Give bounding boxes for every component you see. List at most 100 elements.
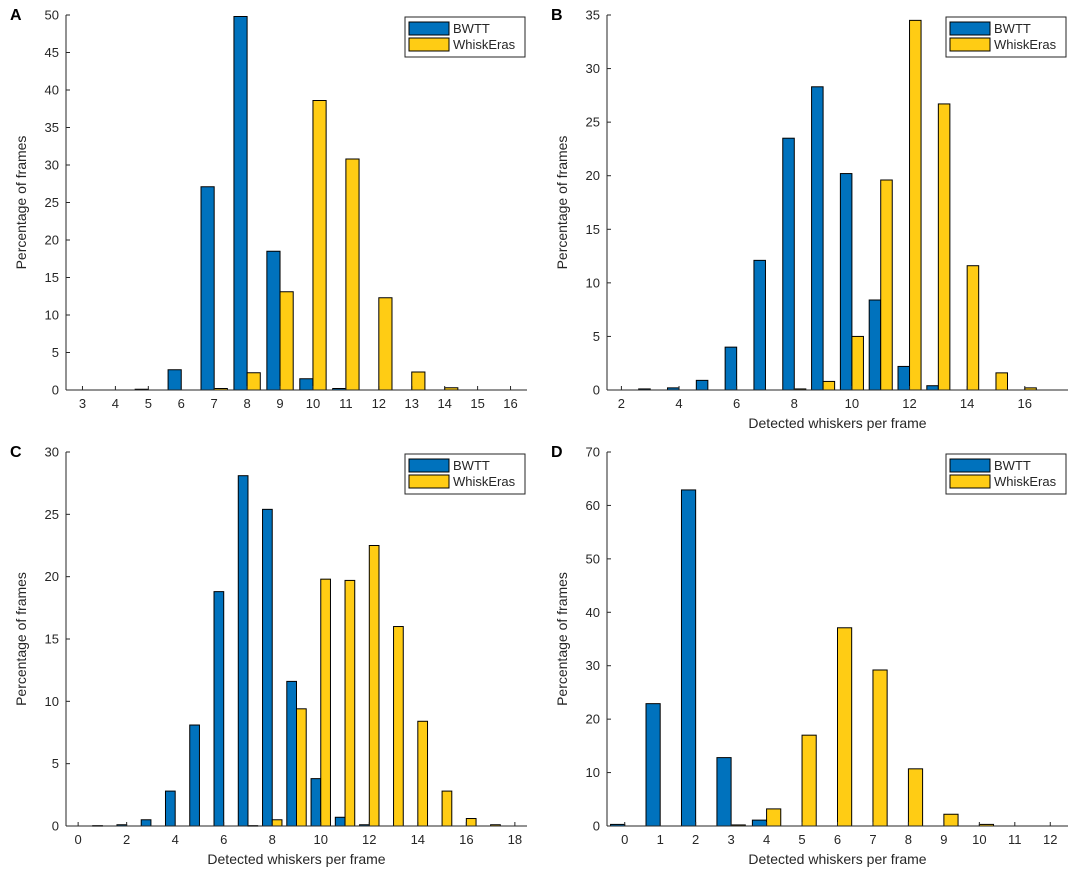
legend-swatch-whiskeras-b xyxy=(949,37,991,52)
bar-whiskeras-c-11 xyxy=(344,579,356,827)
y-tick-label-a-15: 15 xyxy=(45,270,59,285)
bar-bwtt-a-9 xyxy=(266,250,281,391)
bar-bwtt-c-3 xyxy=(140,819,152,827)
bar-bwtt-a-7 xyxy=(200,186,215,391)
y-axis-label-c: Percentage of frames xyxy=(13,572,29,706)
x-tick-label-d-3: 3 xyxy=(727,832,734,847)
bar-whiskeras-a-11 xyxy=(345,158,360,391)
bar-whiskeras-c-14 xyxy=(417,720,429,827)
bar-bwtt-c-6 xyxy=(213,591,225,827)
x-tick-label-d-10: 10 xyxy=(972,832,986,847)
y-tick-label-b-10: 10 xyxy=(586,275,600,290)
legend-label-whiskeras-b: WhiskEras xyxy=(994,37,1057,52)
y-tick-label-c-10: 10 xyxy=(45,694,59,709)
bar-whiskeras-c-13 xyxy=(393,626,404,827)
x-tick-label-c-18: 18 xyxy=(508,832,522,847)
x-tick-label-d-1: 1 xyxy=(657,832,664,847)
bar-bwtt-b-12 xyxy=(897,365,911,391)
y-tick-label-a-35: 35 xyxy=(45,120,59,135)
bar-bwtt-c-7 xyxy=(237,475,249,827)
bar-whiskeras-c-9 xyxy=(296,708,307,827)
chart-panel-b: B 2 4 6 8 10 12 14 16 0 5 10 15 20 25 30 35 Detected whis… xyxy=(551,7,1068,431)
y-tick-label-a-30: 30 xyxy=(45,158,59,173)
bar-whiskeras-c-15 xyxy=(441,790,453,827)
bar-whiskeras-b-13 xyxy=(937,103,951,391)
bar-whiskeras-b-9 xyxy=(822,380,836,391)
x-tick-label-a-14: 14 xyxy=(437,396,451,411)
y-tick-label-c-5: 5 xyxy=(52,756,59,771)
y-tick-label-c-0: 0 xyxy=(52,819,59,834)
panel-label-c: C xyxy=(10,444,22,461)
x-tick-label-a-6: 6 xyxy=(178,396,185,411)
y-tick-label-d-50: 50 xyxy=(586,551,600,566)
x-tick-label-a-12: 12 xyxy=(372,396,386,411)
x-tick-label-a-4: 4 xyxy=(112,396,119,411)
legend-swatch-bwtt-b xyxy=(949,21,991,36)
x-tick-label-a-3: 3 xyxy=(79,396,86,411)
x-tick-label-c-12: 12 xyxy=(362,832,376,847)
x-tick-label-c-4: 4 xyxy=(172,832,179,847)
legend-label-bwtt-d: BWTT xyxy=(994,458,1031,473)
x-tick-label-d-7: 7 xyxy=(869,832,876,847)
x-tick-label-c-0: 0 xyxy=(75,832,82,847)
bar-bwtt-c-11 xyxy=(334,816,346,827)
legend-label-whiskeras-a: WhiskEras xyxy=(453,37,516,52)
x-tick-label-a-8: 8 xyxy=(243,396,250,411)
bar-whiskeras-a-8 xyxy=(246,372,261,391)
y-tick-label-a-25: 25 xyxy=(45,195,59,210)
legend-swatch-whiskeras-c xyxy=(408,474,450,489)
x-tick-label-b-6: 6 xyxy=(733,396,740,411)
bar-whiskeras-b-14 xyxy=(966,265,980,391)
bar-whiskeras-d-6 xyxy=(837,627,853,827)
x-tick-label-c-2: 2 xyxy=(123,832,130,847)
y-tick-label-c-25: 25 xyxy=(45,507,59,522)
plot-area-a xyxy=(66,15,527,390)
bar-bwtt-d-1 xyxy=(645,703,661,827)
bar-bwtt-c-10 xyxy=(310,778,322,827)
bar-whiskeras-d-7 xyxy=(872,669,888,827)
bar-bwtt-a-6 xyxy=(167,369,182,391)
x-tick-label-b-12: 12 xyxy=(902,396,916,411)
y-tick-label-a-0: 0 xyxy=(52,383,59,398)
x-tick-label-b-10: 10 xyxy=(845,396,859,411)
x-tick-label-a-7: 7 xyxy=(211,396,218,411)
y-tick-label-b-25: 25 xyxy=(586,115,600,130)
x-tick-label-c-14: 14 xyxy=(411,832,425,847)
x-tick-label-c-6: 6 xyxy=(220,832,227,847)
legend-label-bwtt-c: BWTT xyxy=(453,458,490,473)
plot-area-b xyxy=(607,15,1068,390)
x-tick-label-a-15: 15 xyxy=(470,396,484,411)
x-tick-label-b-8: 8 xyxy=(791,396,798,411)
x-tick-label-c-16: 16 xyxy=(459,832,473,847)
x-tick-label-a-5: 5 xyxy=(145,396,152,411)
bar-bwtt-b-13 xyxy=(926,385,939,391)
y-tick-label-d-30: 30 xyxy=(586,658,600,673)
bar-bwtt-b-7 xyxy=(753,259,766,391)
x-axis-label-d: Detected whiskers per frame xyxy=(748,851,926,867)
bar-bwtt-c-5 xyxy=(189,724,200,827)
bar-bwtt-d-4 xyxy=(751,819,768,827)
x-tick-label-d-8: 8 xyxy=(905,832,912,847)
x-tick-label-a-11: 11 xyxy=(339,396,353,411)
y-tick-label-b-15: 15 xyxy=(586,222,600,237)
x-tick-label-a-13: 13 xyxy=(405,396,419,411)
x-tick-label-a-16: 16 xyxy=(503,396,517,411)
bar-bwtt-c-9 xyxy=(286,680,298,827)
y-tick-label-d-60: 60 xyxy=(586,498,600,513)
bar-whiskeras-d-4 xyxy=(766,808,782,827)
x-tick-label-d-4: 4 xyxy=(763,832,770,847)
y-tick-label-d-10: 10 xyxy=(586,765,600,780)
y-tick-label-d-70: 70 xyxy=(586,445,600,460)
bar-bwtt-b-5 xyxy=(695,379,709,391)
x-tick-label-b-14: 14 xyxy=(960,396,974,411)
legend-label-bwtt-a: BWTT xyxy=(453,21,490,36)
x-tick-label-d-2: 2 xyxy=(692,832,699,847)
bar-whiskeras-b-11 xyxy=(880,179,893,391)
legend-swatch-bwtt-d xyxy=(949,458,991,473)
legend-swatch-bwtt-c xyxy=(408,458,450,473)
chart-panel-c: C 0 2 4 6 8 10 12 14 16 18 0 5 10 15 20 25 30 Detected whi… xyxy=(10,444,527,867)
